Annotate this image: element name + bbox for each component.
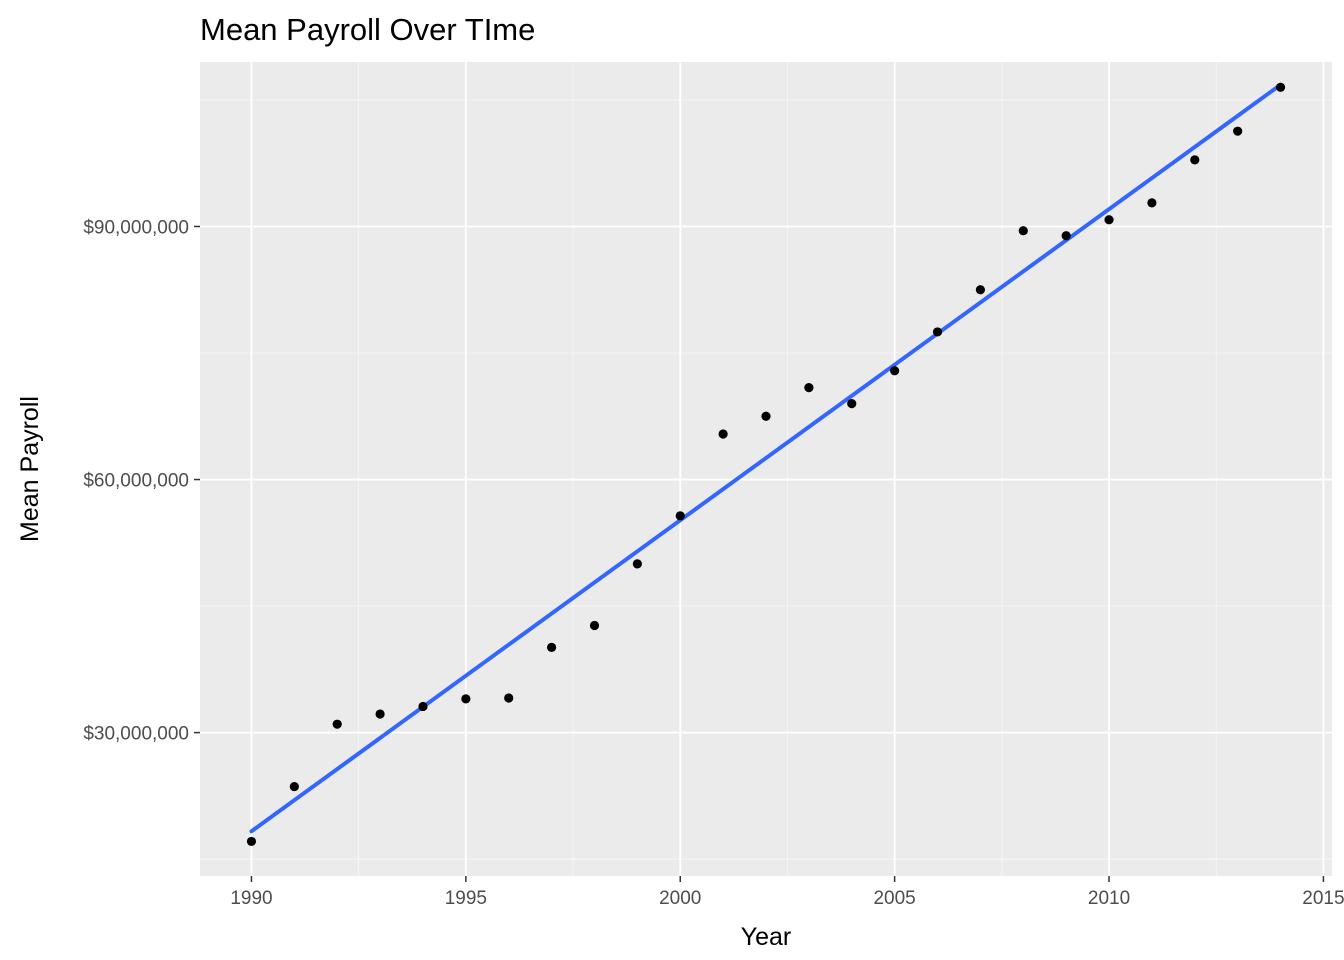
data-point [675, 511, 685, 521]
x-tick-label: 2005 [873, 888, 915, 909]
data-points-layer [246, 82, 1286, 847]
data-point [461, 694, 471, 704]
data-point [632, 559, 642, 569]
data-point [1018, 226, 1028, 236]
y-tick-label: $60,000,000 [83, 471, 189, 492]
data-point [375, 709, 385, 719]
axes-layer: 1990 1995 2000 2005 2010 2015 $30,000,000 $60,0… [83, 217, 1344, 909]
chart-title: Mean Payroll Over TIme [200, 12, 536, 47]
data-point [589, 620, 600, 631]
data-point [761, 411, 771, 421]
x-tick-label: 1995 [445, 888, 487, 909]
data-point [890, 366, 900, 376]
data-point [1104, 215, 1114, 225]
data-point [1190, 155, 1200, 165]
data-point [504, 693, 514, 703]
y-tick-label: $90,000,000 [83, 217, 189, 238]
y-tick-label: $30,000,000 [83, 724, 189, 745]
data-point [332, 719, 342, 729]
x-tick-label: 2015 [1302, 888, 1344, 909]
data-point [1147, 198, 1157, 208]
data-point [975, 285, 985, 295]
x-tick-label: 2010 [1088, 888, 1130, 909]
data-point [847, 399, 857, 409]
x-axis-title: Year [741, 923, 792, 951]
minor-gridlines [200, 62, 1332, 876]
data-point [547, 642, 557, 653]
data-point [246, 836, 257, 847]
data-point [804, 383, 814, 393]
data-point [1233, 126, 1243, 136]
data-point [1275, 82, 1286, 92]
y-axis-title: Mean Payroll [16, 396, 44, 542]
plot-panel [200, 62, 1332, 876]
data-point [718, 429, 728, 439]
data-point [932, 327, 943, 337]
data-point [418, 701, 428, 712]
data-point [289, 781, 299, 792]
data-point [1061, 231, 1071, 241]
x-tick-label: 1990 [230, 888, 272, 909]
x-tick-label: 2000 [659, 888, 701, 909]
